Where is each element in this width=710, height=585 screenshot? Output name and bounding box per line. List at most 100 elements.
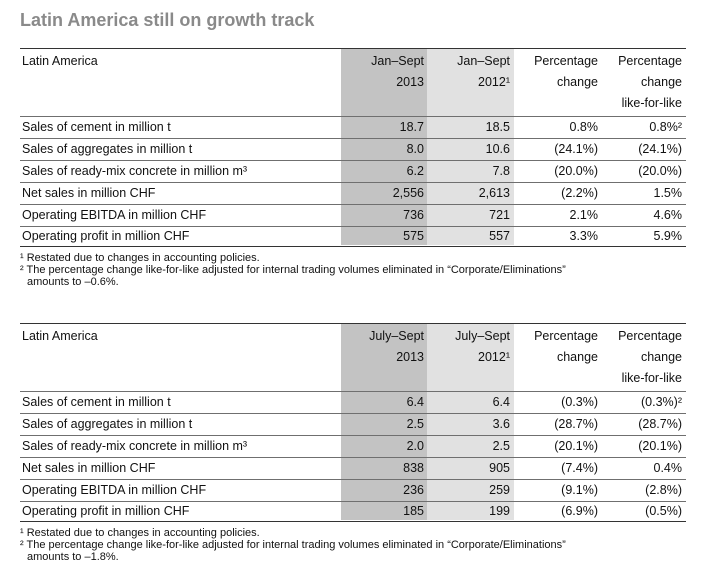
row-value-current: 575: [403, 229, 424, 243]
header-col2-line2: 2012¹: [478, 75, 510, 89]
header-col4-line3: like-for-like: [621, 96, 682, 110]
footnote-2-cont: amounts to –0.6%.: [27, 276, 119, 288]
row-pct-change: (7.4%): [561, 461, 598, 475]
row-value-prior: 557: [489, 229, 510, 243]
row-divider: [20, 479, 686, 480]
footnotes-july-sept: ¹ Restated due to changes in accounting …: [20, 527, 566, 563]
footnote-1: ¹ Restated due to changes in accounting …: [20, 252, 260, 264]
row-pct-lfl: 0.8%²: [649, 120, 682, 134]
row-divider: [20, 435, 686, 436]
row-pct-change: (9.1%): [561, 483, 598, 497]
row-pct-change: (28.7%): [554, 417, 598, 431]
footnote-2-cont: amounts to –1.8%.: [27, 551, 119, 563]
row-value-current: 8.0: [406, 142, 424, 156]
header-col2-line1: July–Sept: [455, 329, 510, 343]
table-july-sept: Latin America July–Sept 2013 July–Sept 2…: [20, 323, 686, 523]
row-divider: [20, 501, 686, 502]
row-value-prior: 2.5: [492, 439, 510, 453]
row-value-current: 236: [403, 483, 424, 497]
column-shade-current: [341, 323, 427, 520]
column-shade-prior: [427, 323, 514, 520]
header-col4-line2: change: [640, 350, 682, 364]
row-pct-lfl: (20.1%): [638, 439, 682, 453]
row-label: Net sales in million CHF: [22, 461, 156, 475]
row-pct-lfl: (20.0%): [638, 164, 682, 178]
row-value-prior: 7.8: [492, 164, 510, 178]
row-pct-change: 0.8%: [569, 120, 599, 134]
row-pct-lfl: 4.6%: [653, 208, 683, 222]
header-col3-line1: Percentage: [534, 329, 598, 343]
row-value-current: 2.5: [406, 417, 424, 431]
row-pct-change: 2.1%: [569, 208, 599, 222]
page-title: Latin America still on growth track: [20, 10, 315, 30]
rule-bottom: [20, 521, 686, 522]
rule-top: [20, 323, 686, 324]
row-divider: [20, 413, 686, 414]
row-label: Operating EBITDA in million CHF: [22, 208, 207, 222]
row-value-prior: 6.4: [492, 395, 510, 409]
header-col4-line1: Percentage: [618, 54, 682, 68]
row-pct-change: (20.0%): [554, 164, 598, 178]
row-value-prior: 905: [489, 461, 510, 475]
header-col2-line1: Jan–Sept: [457, 54, 510, 68]
rule-bottom: [20, 246, 686, 247]
row-value-prior: 3.6: [492, 417, 510, 431]
row-label: Sales of cement in million t: [22, 120, 171, 134]
header-col2-line2: 2012¹: [478, 350, 510, 364]
row-label: Sales of ready-mix concrete in million m…: [22, 439, 248, 453]
table-jan-sept: Latin America Jan–Sept 2013 Jan–Sept 201…: [20, 48, 686, 248]
row-value-prior: 259: [489, 483, 510, 497]
header-col3-line1: Percentage: [534, 54, 598, 68]
row-label: Operating profit in million CHF: [22, 504, 190, 518]
row-pct-lfl: (24.1%): [638, 142, 682, 156]
row-pct-lfl: (0.5%): [645, 504, 682, 518]
row-label: Sales of aggregates in million t: [22, 417, 193, 431]
rule-top: [20, 48, 686, 49]
row-pct-lfl: (2.8%): [645, 483, 682, 497]
row-value-current: 2.0: [406, 439, 424, 453]
row-value-prior: 10.6: [485, 142, 510, 156]
row-label: Sales of cement in million t: [22, 395, 171, 409]
header-col4-line2: change: [640, 75, 682, 89]
row-value-prior: 721: [489, 208, 510, 222]
row-pct-lfl: (0.3%)²: [641, 395, 682, 409]
row-label: Net sales in million CHF: [22, 186, 156, 200]
row-value-current: 185: [403, 504, 424, 518]
row-label: Sales of aggregates in million t: [22, 142, 193, 156]
row-pct-lfl: (28.7%): [638, 417, 682, 431]
row-value-prior: 199: [489, 504, 510, 518]
row-pct-change: (20.1%): [554, 439, 598, 453]
header-col3-line2: change: [556, 75, 598, 89]
row-value-current: 18.7: [399, 120, 424, 134]
row-pct-lfl: 1.5%: [653, 186, 683, 200]
row-pct-change: (24.1%): [554, 142, 598, 156]
row-label: Sales of ready-mix concrete in million m…: [22, 164, 248, 178]
row-divider: [20, 226, 686, 227]
row-value-current: 838: [403, 461, 424, 475]
row-value-prior: 2,613: [478, 186, 510, 200]
header-col1-line2: 2013: [396, 75, 424, 89]
header-col1-line1: Jan–Sept: [371, 54, 424, 68]
row-pct-change: (6.9%): [561, 504, 598, 518]
row-divider: [20, 204, 686, 205]
footnote-1: ¹ Restated due to changes in accounting …: [20, 527, 260, 539]
header-col1-line1: July–Sept: [369, 329, 424, 343]
row-pct-change: (2.2%): [561, 186, 598, 200]
column-shade-prior: [427, 48, 514, 245]
header-col3-line2: change: [556, 350, 598, 364]
rule-header: [20, 391, 686, 392]
header-label: Latin America: [22, 54, 98, 68]
row-value-current: 6.2: [406, 164, 424, 178]
rule-header: [20, 116, 686, 117]
row-label: Operating profit in million CHF: [22, 229, 190, 243]
row-value-prior: 18.5: [485, 120, 510, 134]
row-pct-lfl: 5.9%: [653, 229, 683, 243]
column-shade-current: [341, 48, 427, 245]
row-divider: [20, 138, 686, 139]
row-divider: [20, 160, 686, 161]
row-value-current: 736: [403, 208, 424, 222]
header-col4-line1: Percentage: [618, 329, 682, 343]
row-value-current: 6.4: [406, 395, 424, 409]
footnotes-jan-sept: ¹ Restated due to changes in accounting …: [20, 252, 566, 288]
row-pct-change: 3.3%: [569, 229, 599, 243]
